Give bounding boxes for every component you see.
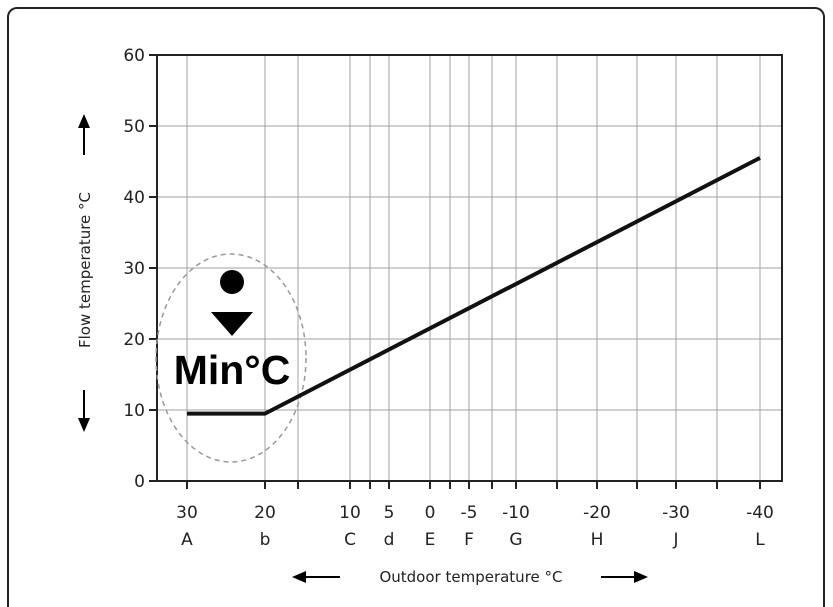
x-tick-label: -20 xyxy=(583,503,611,523)
x-tick-label: 0 xyxy=(425,503,436,523)
y-down-arrow-icon xyxy=(78,390,90,432)
x-axis-ticks: 30 A 20 b 10 C 5 d 0 E -5 F -10 G -20 H -30 J -40 L xyxy=(176,481,774,550)
x-tick-letter: H xyxy=(591,530,604,550)
grid-lines xyxy=(157,55,782,481)
x-tick-letter: G xyxy=(509,530,522,550)
y-tick-label: 10 xyxy=(123,401,145,421)
x-tick-label: -30 xyxy=(662,503,690,523)
down-arrow-icon xyxy=(211,312,253,336)
y-tick-label: 50 xyxy=(123,117,145,137)
x-axis-label: Outdoor temperature °C xyxy=(379,568,562,586)
x-tick-label: 20 xyxy=(254,503,276,523)
x-tick-label: -10 xyxy=(502,503,530,523)
series-line xyxy=(187,156,761,416)
x-tick-letter: F xyxy=(464,530,474,550)
x-tick-letter: J xyxy=(672,530,678,550)
x-tick-label: 5 xyxy=(384,503,395,523)
x-tick-label: -5 xyxy=(461,503,478,523)
x-tick-letter: L xyxy=(755,530,765,550)
y-tick-label: 30 xyxy=(123,259,145,279)
y-tick-label: 60 xyxy=(123,46,145,66)
y-tick-label: 40 xyxy=(123,188,145,208)
x-tick-letter: d xyxy=(384,530,395,550)
x-tick-letter: A xyxy=(181,530,193,550)
x-tick-letter: b xyxy=(260,530,271,550)
x-left-arrow-icon xyxy=(292,571,340,583)
x-tick-letter: C xyxy=(344,530,356,550)
x-tick-letter: E xyxy=(425,530,436,550)
min-label: Min°C xyxy=(174,347,291,393)
x-right-arrow-icon xyxy=(601,571,648,583)
x-tick-label: 10 xyxy=(339,503,361,523)
y-tick-label: 20 xyxy=(123,330,145,350)
y-up-arrow-icon xyxy=(78,114,90,155)
dot-icon xyxy=(220,270,244,294)
min-highlight-ellipse xyxy=(155,253,307,463)
x-tick-label: -40 xyxy=(746,503,774,523)
y-tick-label: 0 xyxy=(134,472,145,492)
x-tick-label: 30 xyxy=(176,503,198,523)
y-axis-ticks: 0 10 20 30 40 50 60 xyxy=(123,46,157,492)
y-axis-label: Flow temperature °C xyxy=(76,192,94,348)
chart-frame xyxy=(7,7,825,607)
